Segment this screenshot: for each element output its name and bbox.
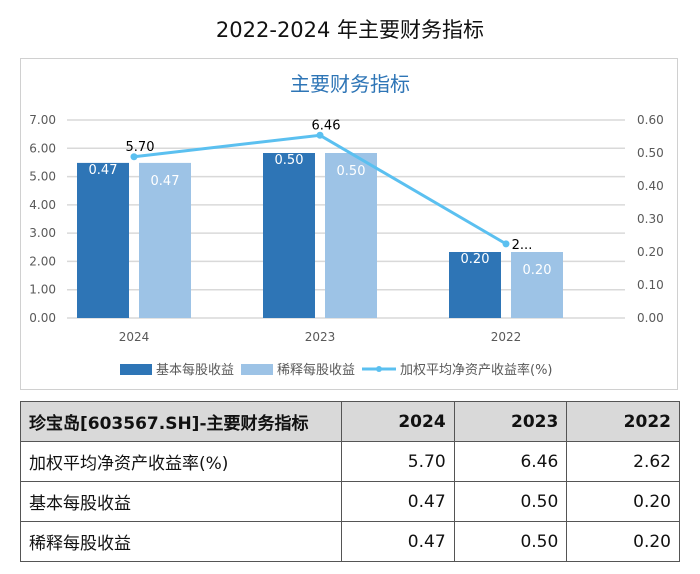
line-point (130, 153, 138, 161)
legend-marker (376, 366, 382, 372)
bar (139, 162, 191, 318)
bar-data-label: 0.47 (151, 174, 180, 189)
legend-label: 加权平均净资产收益率(%) (400, 362, 553, 378)
header-cell: 2023 (453, 401, 568, 442)
header-cell: 2022 (566, 401, 680, 442)
header-cell: 珍宝岛[603567.SH]-主要财务指标 (20, 401, 342, 442)
left-tick-label: 5.00 (29, 170, 56, 184)
table-header-row: 珍宝岛[603567.SH]-主要财务指标 2024 2023 2022 (20, 401, 680, 442)
x-tick-label: 2022 (491, 330, 522, 344)
cell: 0.50 (453, 521, 568, 562)
financial-table: 珍宝岛[603567.SH]-主要财务指标 2024 2023 2022 加权平… (20, 401, 680, 562)
cell: 0.20 (566, 481, 680, 522)
bar-data-label: 0.47 (89, 163, 118, 178)
right-tick-label: 0.30 (637, 212, 664, 226)
legend-swatch (241, 364, 273, 375)
right-tick-label: 0.40 (637, 179, 664, 193)
right-tick-label: 0.10 (637, 278, 664, 292)
left-tick-label: 0.00 (29, 311, 56, 325)
bar-data-label: 0.20 (461, 252, 490, 267)
cell: 0.50 (453, 481, 568, 522)
legend-swatch (120, 364, 152, 375)
left-tick-label: 1.00 (29, 283, 56, 297)
row-label: 稀释每股收益 (20, 521, 342, 562)
legend-label: 稀释每股收益 (277, 362, 355, 378)
chart-title: 主要财务指标 (290, 72, 410, 96)
line-data-label: 2... (512, 238, 533, 253)
right-tick-label: 0.60 (637, 113, 664, 127)
left-tick-label: 6.00 (29, 141, 56, 155)
cell: 0.20 (566, 521, 680, 562)
combo-chart: 主要财务指标 0.00 1.00 2.00 3.00 4.00 5.00 6.00 7.00 0.… (29, 72, 664, 378)
left-tick-label: 4.00 (29, 198, 56, 212)
right-tick-label: 0.00 (637, 311, 664, 325)
x-tick-label: 2024 (119, 330, 150, 344)
line-point (502, 240, 510, 248)
line-data-label: 5.70 (126, 140, 155, 155)
cell: 2.62 (566, 441, 680, 482)
bar (263, 153, 315, 318)
header-cell: 2024 (341, 401, 455, 442)
bar-data-label: 0.20 (523, 263, 552, 278)
table-row: 稀释每股收益 0.47 0.50 0.20 (20, 521, 680, 562)
left-tick-label: 7.00 (29, 113, 56, 127)
x-tick-label: 2023 (305, 330, 336, 344)
left-tick-label: 2.00 (29, 254, 56, 268)
chart-frame (20, 58, 678, 390)
cell: 0.47 (341, 521, 455, 562)
cell: 6.46 (453, 441, 568, 482)
line-data-label: 6.46 (312, 118, 341, 133)
line-point (316, 131, 324, 139)
bar (511, 252, 563, 318)
right-tick-label: 0.20 (637, 245, 664, 259)
bar (77, 162, 129, 318)
left-tick-label: 3.00 (29, 226, 56, 240)
bar (325, 153, 377, 318)
table-row: 基本每股收益 0.47 0.50 0.20 (20, 481, 680, 522)
row-label: 基本每股收益 (20, 481, 342, 522)
table-row: 加权平均净资产收益率(%) 5.70 6.46 2.62 (20, 441, 680, 482)
bar-data-label: 0.50 (337, 164, 366, 179)
bar (449, 252, 501, 318)
bar-data-label: 0.50 (275, 153, 304, 168)
legend-label: 基本每股收益 (156, 362, 234, 378)
page-title: 2022-2024 年主要财务指标 (215, 18, 485, 42)
cell: 0.47 (341, 481, 455, 522)
row-label: 加权平均净资产收益率(%) (20, 441, 342, 482)
right-tick-label: 0.50 (637, 146, 664, 160)
cell: 5.70 (341, 441, 455, 482)
